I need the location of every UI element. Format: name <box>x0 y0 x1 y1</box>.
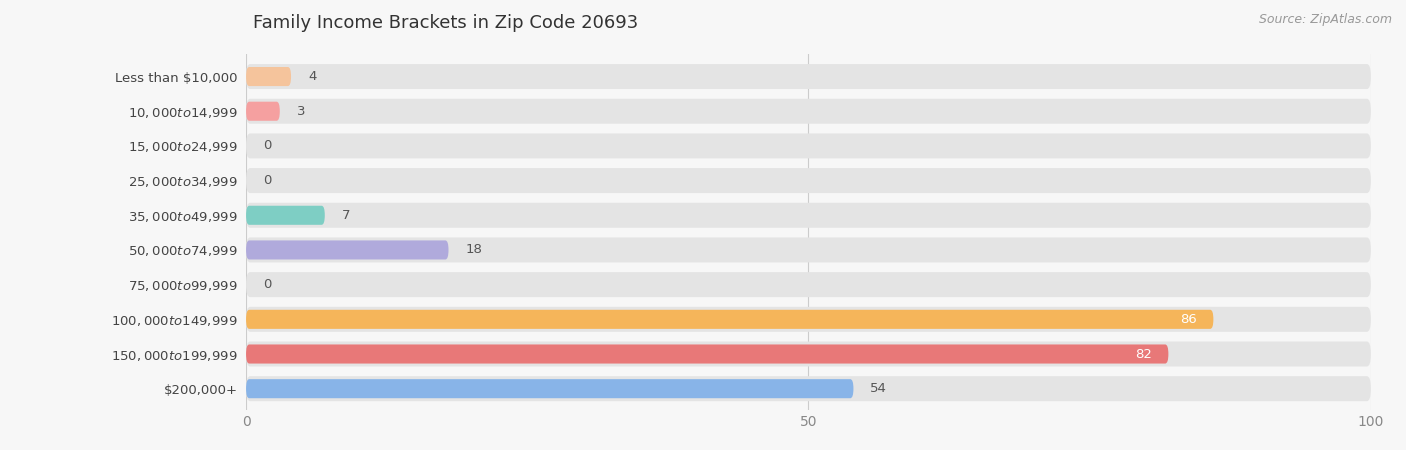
Text: 86: 86 <box>1180 313 1197 326</box>
Text: 4: 4 <box>308 70 316 83</box>
FancyBboxPatch shape <box>246 344 1168 364</box>
FancyBboxPatch shape <box>246 376 1371 401</box>
FancyBboxPatch shape <box>246 133 1371 158</box>
FancyBboxPatch shape <box>246 99 1371 124</box>
Text: 82: 82 <box>1135 347 1152 360</box>
FancyBboxPatch shape <box>246 310 1213 329</box>
Text: 0: 0 <box>263 174 271 187</box>
Text: 54: 54 <box>870 382 887 395</box>
FancyBboxPatch shape <box>246 342 1371 366</box>
FancyBboxPatch shape <box>246 102 280 121</box>
Text: 7: 7 <box>342 209 350 222</box>
FancyBboxPatch shape <box>246 307 1371 332</box>
Text: 0: 0 <box>263 140 271 153</box>
FancyBboxPatch shape <box>246 203 1371 228</box>
Text: Source: ZipAtlas.com: Source: ZipAtlas.com <box>1258 14 1392 27</box>
FancyBboxPatch shape <box>246 240 449 260</box>
Text: 3: 3 <box>297 105 305 118</box>
Text: 0: 0 <box>263 278 271 291</box>
FancyBboxPatch shape <box>246 64 1371 89</box>
FancyBboxPatch shape <box>246 272 1371 297</box>
FancyBboxPatch shape <box>246 379 853 398</box>
FancyBboxPatch shape <box>246 238 1371 262</box>
FancyBboxPatch shape <box>246 206 325 225</box>
FancyBboxPatch shape <box>246 168 1371 193</box>
FancyBboxPatch shape <box>246 67 291 86</box>
Text: 18: 18 <box>465 243 482 256</box>
Text: Family Income Brackets in Zip Code 20693: Family Income Brackets in Zip Code 20693 <box>253 14 638 32</box>
